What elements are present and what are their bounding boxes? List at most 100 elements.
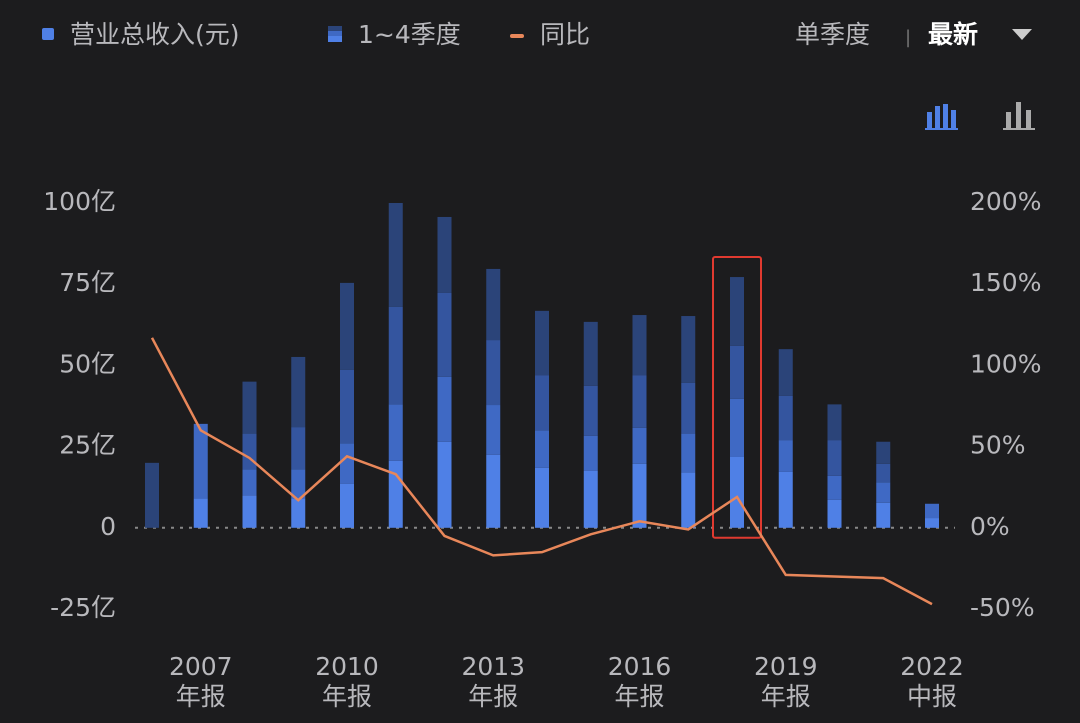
bar-segment	[535, 310, 549, 376]
bar-segment	[388, 404, 403, 461]
separator: |	[905, 27, 911, 48]
bar-segment	[145, 462, 159, 528]
bar-segment	[778, 440, 793, 472]
legend-label: 1~4季度	[358, 20, 461, 49]
bar-segment	[437, 441, 452, 528]
bar-segment	[681, 472, 696, 528]
y-tick-label: -25亿	[50, 593, 116, 622]
legend-swatch	[510, 34, 524, 38]
bar-segment	[291, 427, 306, 470]
bar-segment	[242, 381, 257, 434]
bar-segment	[876, 482, 891, 503]
bar-segment	[778, 349, 793, 396]
bar-segment	[827, 499, 842, 528]
bar-segment	[388, 306, 403, 405]
bar-segment	[583, 470, 598, 528]
bar-segment	[583, 321, 598, 386]
bar-segment	[535, 430, 549, 468]
bar-segment	[681, 433, 696, 473]
y2-tick-label: 50%	[970, 431, 1026, 460]
x-tick-label: 2007	[169, 652, 233, 681]
bar-segment	[388, 203, 403, 307]
y-tick-label: 50亿	[59, 349, 116, 378]
x-tick-label: 2016	[608, 652, 672, 681]
x-tick-label: 2013	[461, 652, 525, 681]
bar-segment	[340, 282, 354, 370]
stacked-view-icon[interactable]	[925, 104, 958, 130]
bar-segment	[535, 375, 549, 431]
bar-segment	[925, 503, 939, 519]
x-tick-label: 2022	[900, 652, 964, 681]
highlight-box	[712, 256, 762, 539]
bar-segment	[291, 498, 306, 528]
bar-segment	[437, 292, 452, 377]
sort-dropdown[interactable]: 最新	[928, 20, 978, 49]
legend-label: 同比	[540, 20, 590, 49]
bar-segment	[827, 404, 842, 441]
bar-segment	[242, 433, 257, 470]
bar-segment	[632, 427, 647, 464]
bar-segment	[730, 456, 744, 528]
x-tick-sublabel: 年报	[614, 682, 664, 711]
bar-segment	[632, 375, 647, 428]
x-tick-sublabel: 年报	[761, 682, 811, 711]
y2-tick-label: 0%	[970, 512, 1010, 541]
bar-segment	[340, 443, 354, 484]
x-tick-sublabel: 年报	[468, 682, 518, 711]
bar-segment	[388, 460, 403, 528]
bar-segment	[583, 435, 598, 471]
x-tick-label: 2019	[754, 652, 818, 681]
bar-segment	[242, 469, 257, 496]
bar-segment	[486, 405, 501, 455]
legend-label: 营业总收入(元)	[70, 20, 240, 49]
x-tick-sublabel: 中报	[907, 682, 957, 711]
bar-segment	[827, 440, 842, 476]
y-tick-label: 75亿	[59, 268, 116, 297]
dropdown-arrow[interactable]	[1012, 29, 1032, 40]
bar-segment	[486, 454, 501, 528]
bar-segment	[876, 441, 891, 464]
legend-swatch	[328, 26, 342, 42]
bar-segment	[876, 502, 891, 528]
bar-segment	[925, 518, 939, 528]
bar-segment	[291, 356, 306, 428]
y2-tick-label: -50%	[970, 593, 1035, 622]
bar-segment	[730, 398, 744, 457]
period-toggle[interactable]: 单季度	[795, 20, 870, 49]
bar-segment	[681, 316, 696, 383]
bar-segment	[827, 475, 842, 500]
y-tick-label: 0	[100, 512, 116, 541]
bar-segment	[778, 471, 793, 528]
bar-segment	[193, 498, 208, 528]
bar-segment	[486, 268, 501, 341]
bar-segment	[681, 382, 696, 434]
bar-segment	[583, 385, 598, 436]
x-tick-sublabel: 年报	[322, 682, 372, 711]
bar-segment	[340, 369, 354, 444]
y-tick-label: 100亿	[43, 187, 116, 216]
y2-tick-label: 200%	[970, 187, 1041, 216]
x-tick-sublabel: 年报	[176, 682, 226, 711]
yoy-line	[150, 337, 933, 606]
y-tick-label: 25亿	[59, 431, 116, 460]
y2-tick-label: 150%	[970, 268, 1041, 297]
bar-segment	[340, 483, 354, 528]
bar-segment	[535, 467, 549, 528]
bar-segment	[193, 423, 208, 499]
y2-tick-label: 100%	[970, 349, 1041, 378]
grouped-view-icon[interactable]	[1003, 102, 1035, 130]
legend-swatch	[42, 28, 54, 40]
bar-segment	[486, 340, 501, 406]
bar-segment	[730, 277, 744, 346]
bar-segment	[730, 345, 744, 399]
bar-segment	[632, 315, 647, 376]
x-tick-label: 2010	[315, 652, 379, 681]
bar-segment	[778, 395, 793, 441]
bar-segment	[632, 463, 647, 528]
bar-segment	[437, 376, 452, 442]
bar-segment	[437, 216, 452, 293]
bar-segment	[242, 495, 257, 528]
bar-segment	[291, 469, 306, 499]
bar-segment	[876, 463, 891, 483]
